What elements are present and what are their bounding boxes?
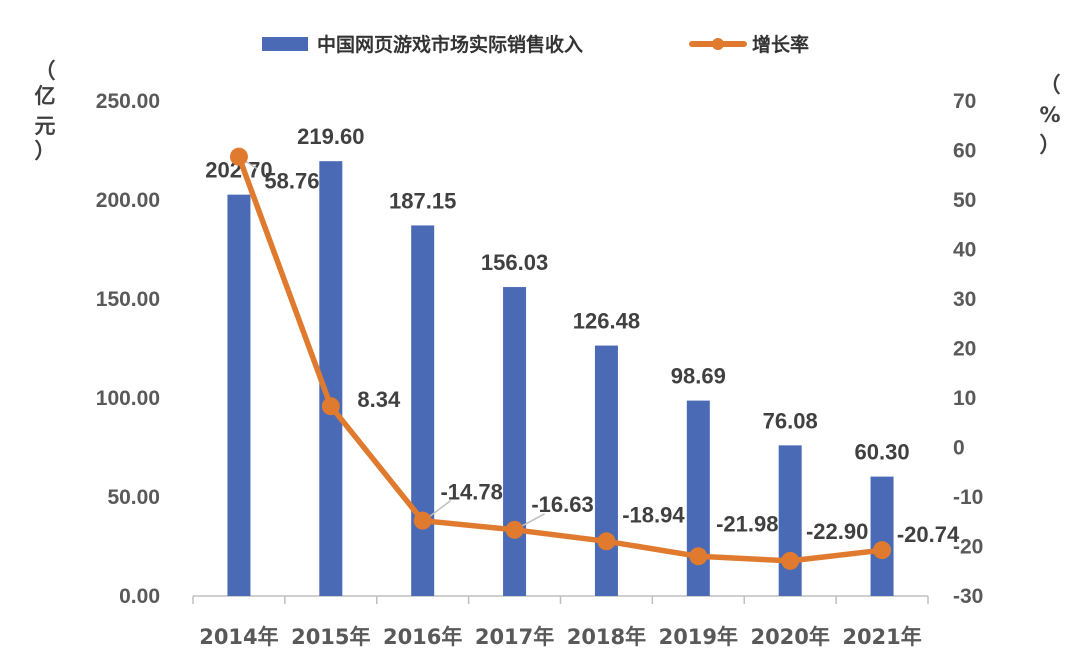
y-right-tick-label: 70 <box>953 90 976 113</box>
growth-rate-point <box>781 551 800 570</box>
revenue-bar <box>319 161 343 596</box>
x-tick-label: 2019年 <box>659 625 738 649</box>
growth-rate-point <box>689 547 708 566</box>
y-left-tick-label: 200.00 <box>96 189 160 212</box>
y-right-unit-label: ） <box>1040 133 1061 157</box>
y-left-tick-label: 150.00 <box>96 288 160 311</box>
y-right-tick-label: 50 <box>953 189 976 212</box>
growth-rate-label: -16.63 <box>531 492 593 517</box>
legend-line-marker <box>712 38 724 50</box>
y-right-unit-label: % <box>1039 103 1060 127</box>
y-left-tick-label: 50.00 <box>107 486 160 509</box>
x-tick-label: 2016年 <box>383 625 462 649</box>
revenue-bar-label: 219.60 <box>297 124 364 149</box>
y-left-unit-label: 亿 <box>35 84 56 108</box>
revenue-bar-label: 156.03 <box>481 250 548 275</box>
y-left-unit-label: 元 <box>35 114 56 138</box>
revenue-bar <box>870 476 894 596</box>
legend-bar-label: 中国网页游戏市场实际销售收入 <box>317 33 583 56</box>
y-right-tick-label: 10 <box>953 387 976 410</box>
growth-rate-point <box>597 532 616 551</box>
y-left-unit-label: ） <box>35 139 56 163</box>
revenue-bar <box>594 345 618 596</box>
revenue-bar-label: 76.08 <box>763 408 818 433</box>
y-right-tick-label: 0 <box>953 437 965 460</box>
y-left-tick-label: 0.00 <box>119 585 160 608</box>
growth-label-leader <box>426 500 452 520</box>
revenue-bar-label: 187.15 <box>389 188 456 213</box>
x-tick-label: 2017年 <box>475 625 554 649</box>
revenue-bar <box>686 400 710 596</box>
growth-rate-label: -14.78 <box>440 480 502 505</box>
growth-rate-label: -18.94 <box>622 502 685 527</box>
growth-rate-label: 8.34 <box>357 387 401 412</box>
growth-rate-label: -21.98 <box>716 511 778 536</box>
y-left-tick-label: 100.00 <box>96 387 160 410</box>
y-right-unit-label: （ <box>1040 73 1061 97</box>
x-tick-label: 2020年 <box>750 625 829 649</box>
y-right-tick-label: 40 <box>953 239 976 262</box>
y-right-tick-label: 20 <box>953 338 976 361</box>
growth-rate-line <box>236 153 885 564</box>
revenue-bar <box>227 194 251 597</box>
growth-rate-point <box>321 397 340 416</box>
y-right-tick-label: -20 <box>953 536 983 559</box>
growth-rate-label: -22.90 <box>806 519 868 544</box>
y-left-unit-label: （ <box>35 59 56 83</box>
y-right-tick-label: -10 <box>953 486 983 509</box>
growth-rate-point <box>873 541 892 560</box>
x-tick-label: 2018年 <box>567 625 646 649</box>
x-tick-label: 2021年 <box>842 625 921 649</box>
x-tick-label: 2015年 <box>291 625 370 649</box>
revenue-bar-label: 60.30 <box>855 440 910 465</box>
revenue-bar <box>778 445 802 596</box>
revenue-bar-label: 126.48 <box>573 309 640 334</box>
y-right-tick-label: -30 <box>953 585 983 608</box>
y-left-tick-label: 250.00 <box>96 90 160 113</box>
growth-label-leader <box>518 513 545 529</box>
legend-line-label: 增长率 <box>752 33 809 56</box>
y-right-tick-label: 60 <box>953 140 976 163</box>
y-right-tick-label: 30 <box>953 288 976 311</box>
growth-rate-label: -20.74 <box>897 522 960 547</box>
revenue-bar <box>503 287 527 596</box>
growth-rate-label: 58.76 <box>264 169 319 194</box>
growth-rate-point <box>413 511 432 530</box>
growth-rate-point <box>505 520 524 539</box>
x-tick-label: 2014年 <box>199 625 278 649</box>
growth-rate-point <box>229 147 248 166</box>
revenue-bar-label: 98.69 <box>671 364 726 389</box>
legend-bar-swatch <box>262 37 308 51</box>
revenue-bar <box>411 225 435 596</box>
